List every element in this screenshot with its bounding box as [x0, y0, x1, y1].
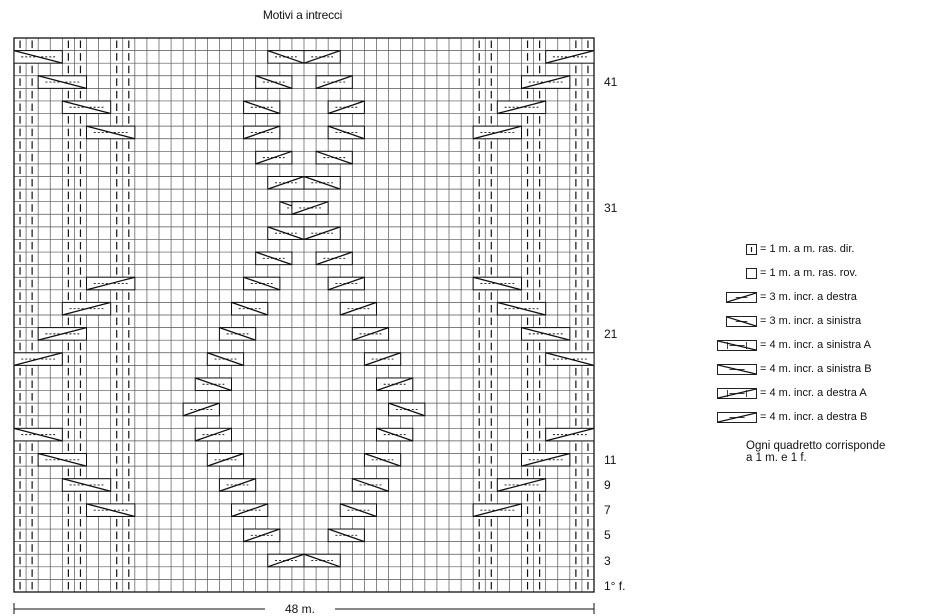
cable-3-right-icon: [726, 292, 757, 303]
cable-cross-left: [255, 251, 293, 266]
cable-cross-left: [13, 427, 63, 442]
cable-cross-right: [351, 326, 390, 341]
cable-cross-right: [61, 301, 112, 316]
cable-4-right-a-icon: [717, 388, 757, 399]
cable-cross-right: [291, 201, 329, 215]
cable-cross-left: [243, 100, 281, 115]
cable-cross-left: [243, 276, 281, 291]
cable-cross-right: [243, 125, 281, 140]
cable-cross-left: [339, 503, 377, 518]
cable-cross-right: [13, 352, 63, 366]
grid-border: [13, 37, 595, 593]
cable-cross-right: [521, 75, 571, 89]
cable-cross-left: [255, 75, 293, 89]
cable-cross-left: [61, 100, 112, 115]
row-number: 7: [604, 503, 611, 518]
cable-cross-right: [194, 427, 232, 442]
row-number: 41: [604, 75, 618, 90]
row-number: 9: [604, 477, 611, 492]
cable-cross-right: [376, 377, 414, 392]
grid-lines: [13, 37, 595, 593]
cable-cross-left: [267, 226, 305, 241]
cable-cross-left: [327, 125, 365, 140]
cable-symbols: [13, 49, 595, 568]
cable-cross-right: [37, 326, 87, 341]
cable-cross-left: [218, 326, 257, 341]
cable-cross-left: [303, 553, 341, 568]
legend-text: = 4 m. incr. a sinistra B: [760, 363, 872, 375]
cable-cross-left: [61, 478, 112, 492]
cable-cross-right: [243, 528, 281, 543]
cable-cross-left: [206, 352, 245, 366]
row-number: 5: [604, 528, 611, 543]
cable-cross-right: [303, 226, 341, 241]
legend-note: Ogni quadretto corrisponde a 1 m. e 1 f.: [746, 440, 921, 464]
cable-cross-right: [472, 125, 522, 140]
cable-cross-right: [315, 251, 353, 266]
legend-text: = 3 m. incr. a sinistra: [760, 315, 862, 327]
row-number: 1° f.: [604, 578, 626, 593]
cable-cross-left: [521, 326, 571, 341]
legend-text: = 1 m. a m. ras. rov.: [760, 267, 858, 279]
cable-cross-left: [388, 402, 426, 417]
legend-text: = 1 m. a m. ras. dir.: [760, 243, 855, 255]
cable-cross-left: [37, 75, 87, 89]
cable-cross-right: [231, 503, 269, 518]
chart-title: Motivi a intrecci: [262, 8, 343, 22]
cable-cross-right: [327, 276, 365, 291]
cable-cross-left: [376, 427, 414, 442]
cable-cross-right: [182, 402, 220, 417]
cable-cross-right: [86, 276, 136, 291]
legend-text: = 4 m. incr. a destra A: [760, 387, 867, 399]
cable-cross-right: [303, 49, 341, 64]
cable-cross-left: [86, 125, 136, 140]
cable-cross-right: [206, 452, 245, 467]
cable-cross-left: [37, 452, 87, 467]
legend-text: = 4 m. incr. a destra B: [760, 411, 868, 423]
cable-cross-left: [472, 276, 522, 291]
row-number: 21: [604, 326, 618, 341]
legend-text: = 3 m. incr. a destra: [760, 291, 857, 303]
purl-icon: [746, 268, 757, 279]
cable-cross-left: [86, 503, 136, 518]
cable-4-left-a-icon: [717, 340, 757, 351]
cable-cross-right: [218, 478, 257, 492]
cable-4-left-b-icon: [717, 364, 757, 375]
cable-4-right-b-icon: [717, 412, 757, 423]
knit-icon: [746, 244, 757, 255]
cable-cross-right: [315, 75, 353, 89]
cable-cross-left: [231, 301, 269, 316]
cable-cross-right: [496, 100, 547, 115]
cable-cross-left: [315, 150, 353, 165]
cable-cross-right: [472, 503, 522, 518]
cable-cross-right: [255, 150, 293, 165]
cable-cross-left: [351, 478, 390, 492]
cable-cross-right: [339, 301, 377, 316]
cable-cross-right: [363, 352, 402, 366]
cable-cross-left: [303, 175, 341, 190]
cable-cross-left: [496, 301, 547, 316]
cable-cross-right: [545, 49, 595, 64]
legend-note-line1: Ogni quadretto corrisponde: [746, 440, 886, 452]
cable-cross-left: [545, 352, 595, 366]
cable-cross-right: [545, 427, 595, 442]
cable-cross-right: [521, 452, 571, 467]
legend-text: = 4 m. incr. a sinistra A: [760, 339, 871, 351]
cable-3-left-icon: [726, 316, 757, 327]
legend-note-line2: a 1 m. e 1 f.: [746, 452, 807, 464]
cable-cross-left: [194, 377, 232, 392]
cable-cross-right: [327, 100, 365, 115]
cable-cross-right: [496, 478, 547, 492]
cable-cross-left: [267, 49, 305, 64]
cable-cross-left: [13, 49, 63, 64]
cable-cross-right: [267, 553, 305, 568]
cable-cross-right: [267, 175, 305, 190]
row-number: 11: [604, 452, 617, 467]
row-number: 3: [604, 553, 611, 568]
row-number: 31: [604, 200, 618, 215]
width-label: 48 m.: [265, 602, 335, 616]
cable-cross-left: [327, 528, 365, 543]
cable-cross-left: [363, 452, 402, 467]
